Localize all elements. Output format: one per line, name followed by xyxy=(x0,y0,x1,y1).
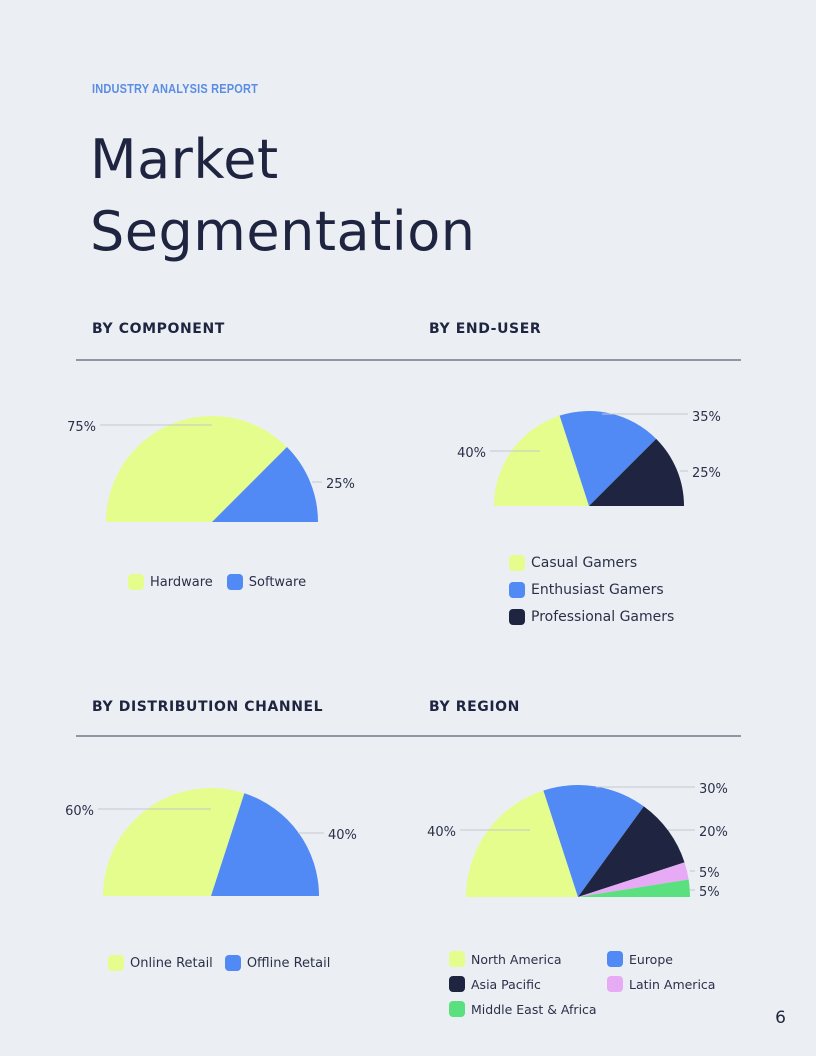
legend-label-software: Software xyxy=(248,574,307,590)
legend-swatch-middle-east-africa xyxy=(449,1001,465,1017)
legend-swatch-north-america xyxy=(449,951,465,967)
legend-distribution: Online Retail Offline Retail xyxy=(108,955,330,971)
legend-label-offline: Offline Retail xyxy=(246,955,331,971)
legend-item-north-america: North America xyxy=(449,951,607,967)
legend-swatch-asia-pacific xyxy=(449,976,465,992)
region-slice-asia-pacific xyxy=(578,806,685,897)
legend-swatch-offline xyxy=(224,955,241,971)
legend-item-offline: Offline Retail xyxy=(224,955,331,971)
legend-item-asia-pacific: Asia Pacific xyxy=(449,976,607,992)
legend-swatch-enthusiast xyxy=(509,582,525,598)
divider-bottom xyxy=(76,735,741,737)
legend-label-north-america: North America xyxy=(471,951,562,967)
section-heading-component: BY COMPONENT xyxy=(92,321,225,337)
legend-label-casual: Casual Gamers xyxy=(531,555,638,571)
legend-item-software: Software xyxy=(226,574,307,590)
legend-label-latin-america: Latin America xyxy=(629,976,716,992)
end-user-slice-enthusiast-gamers xyxy=(559,410,657,506)
distribution-data-label-2: 40% xyxy=(328,828,357,843)
legend-item-latin-america: Latin America xyxy=(607,976,747,992)
legend-item-middle-east-africa: Middle East & Africa xyxy=(449,1001,607,1017)
legend-label-middle-east-africa: Middle East & Africa xyxy=(471,1001,597,1017)
divider-top xyxy=(76,359,741,361)
region-slice-middle-east-africa xyxy=(578,879,690,897)
component-slice-software xyxy=(212,447,318,522)
section-heading-end-user: BY END-USER xyxy=(429,321,542,337)
legend-swatch-online xyxy=(108,955,124,971)
legend-swatch-europe xyxy=(607,951,623,967)
legend-end-user: Casual Gamers Enthusiast Gamers Professi… xyxy=(509,555,674,625)
legend-label-online: Online Retail xyxy=(130,955,213,971)
legend-label-professional: Professional Gamers xyxy=(531,609,675,625)
end-user-data-label-2: 35% xyxy=(692,410,721,425)
region-data-label-2: 30% xyxy=(699,782,728,797)
page-title-line-1: Market xyxy=(90,128,279,191)
region-slice-north-america xyxy=(466,790,578,897)
distribution-slice-online-retail xyxy=(103,788,245,896)
legend-item-enthusiast: Enthusiast Gamers xyxy=(509,582,674,598)
page-title: Market Segmentation xyxy=(90,124,476,268)
region-slice-europe xyxy=(543,784,644,897)
legend-region: North America Europe Asia Pacific Latin … xyxy=(449,951,747,1017)
legend-swatch-professional xyxy=(509,609,525,625)
section-heading-distribution: BY DISTRIBUTION CHANNEL xyxy=(92,699,324,715)
page-number: 6 xyxy=(775,1008,786,1028)
component-data-label-1: 75% xyxy=(67,420,96,435)
legend-label-enthusiast: Enthusiast Gamers xyxy=(531,582,664,598)
end-user-data-label-3: 25% xyxy=(692,466,721,481)
component-slice-hardware xyxy=(106,416,287,522)
legend-item-casual: Casual Gamers xyxy=(509,555,674,571)
region-data-label-4: 5% xyxy=(699,866,720,881)
legend-swatch-software xyxy=(226,574,243,590)
legend-component: Hardware Software xyxy=(128,574,306,590)
legend-label-hardware: Hardware xyxy=(150,574,213,590)
component-data-label-2: 25% xyxy=(326,477,355,492)
legend-item-hardware: Hardware xyxy=(128,574,213,590)
legend-label-europe: Europe xyxy=(629,951,673,967)
region-slice-latin-america xyxy=(578,862,689,897)
legend-item-professional: Professional Gamers xyxy=(509,609,674,625)
legend-item-europe: Europe xyxy=(607,951,747,967)
legend-swatch-hardware xyxy=(128,574,144,590)
region-data-label-1: 40% xyxy=(427,825,456,840)
legend-item-online: Online Retail xyxy=(108,955,213,971)
end-user-slice-professional-gamers xyxy=(589,438,684,506)
distribution-data-label-1: 60% xyxy=(65,804,94,819)
legend-swatch-latin-america xyxy=(607,976,623,992)
region-data-label-3: 20% xyxy=(699,825,728,840)
page-title-line-2: Segmentation xyxy=(90,200,476,263)
section-heading-region: BY REGION xyxy=(429,699,520,715)
legend-swatch-casual xyxy=(509,555,525,571)
legend-label-asia-pacific: Asia Pacific xyxy=(471,976,541,992)
distribution-slice-offline-retail xyxy=(211,793,319,896)
region-data-label-5: 5% xyxy=(699,885,720,900)
end-user-data-label-1: 40% xyxy=(457,446,486,461)
report-kicker: INDUSTRY ANALYSIS REPORT xyxy=(92,82,259,96)
end-user-slice-casual-gamers xyxy=(494,415,589,506)
